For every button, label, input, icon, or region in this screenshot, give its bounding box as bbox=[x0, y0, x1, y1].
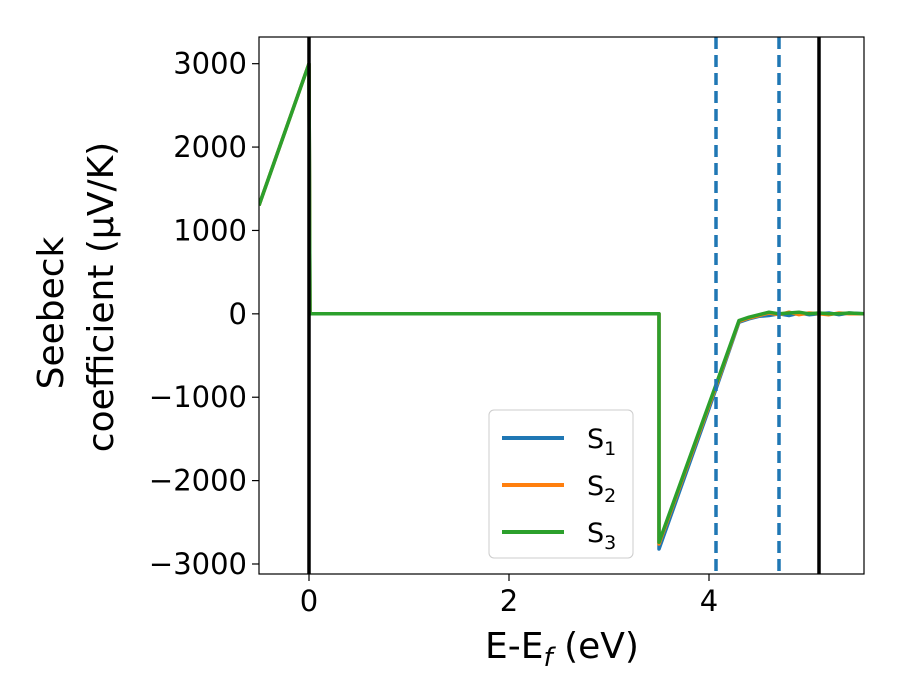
y-tick-label: −1000 bbox=[149, 380, 247, 414]
y-axis-title-line1: Seebeck bbox=[31, 236, 72, 389]
legend: S1 S2 S3 bbox=[488, 409, 634, 559]
y-tick-label: 0 bbox=[229, 297, 247, 331]
y-tick-label: −3000 bbox=[149, 547, 247, 581]
legend-label-s2: S2 bbox=[587, 471, 616, 507]
y-tick-label: −2000 bbox=[149, 464, 247, 498]
y-tick-label: 3000 bbox=[173, 47, 247, 81]
plot-frame bbox=[258, 36, 865, 575]
x-tick-label: 0 bbox=[300, 584, 318, 618]
series-line-s3 bbox=[259, 61, 864, 545]
y-tick-label: 2000 bbox=[173, 130, 247, 164]
x-axis-title: E-Ef (eV) bbox=[485, 626, 639, 673]
x-tick-label: 4 bbox=[700, 584, 718, 618]
legend-label-s1: S1 bbox=[587, 424, 616, 460]
y-tick-label: 1000 bbox=[173, 213, 247, 247]
vertical-reference-lines bbox=[307, 37, 821, 574]
series-lines bbox=[259, 61, 864, 551]
legend-label-s3: S3 bbox=[587, 518, 616, 554]
x-tick-label: 2 bbox=[500, 584, 518, 618]
y-axis-title: Seebeck coefficient (μV/K) bbox=[31, 142, 122, 452]
axis-ticks: 0 2 4 −3000 −2000 −1000 0 1000 2000 3000 bbox=[149, 47, 718, 618]
y-axis-title-line2: coefficient (μV/K) bbox=[81, 142, 122, 452]
